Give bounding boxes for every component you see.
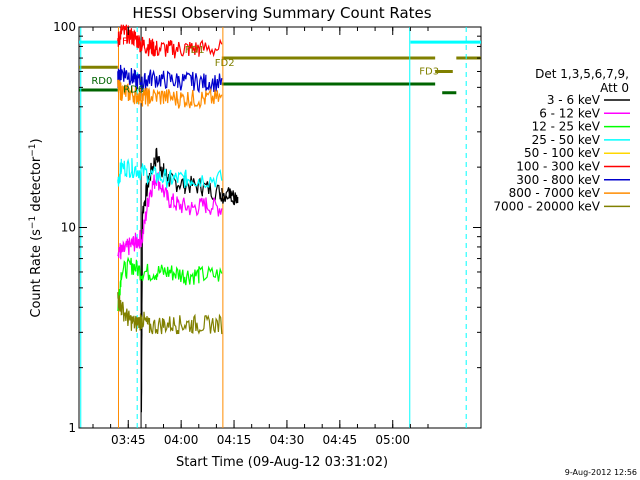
legend-label-2: 12 - 25 keV — [532, 120, 601, 134]
x-tick-label: 04:15 — [217, 433, 252, 447]
legend-label-5: 100 - 300 keV — [516, 160, 600, 174]
y-tick-label: 1 — [68, 421, 76, 435]
legend-label-1: 6 - 12 keV — [539, 106, 601, 120]
legend-label-0: 3 - 6 keV — [547, 93, 601, 107]
legend-label-7: 800 - 7000 keV — [509, 186, 601, 200]
annotation-fd1: FD1 — [185, 45, 205, 56]
x-tick-label: 04:45 — [323, 433, 358, 447]
footer-date: 9-Aug-2012 12:56 — [565, 468, 637, 477]
x-axis-label: Start Time (09-Aug-12 03:31:02) — [176, 455, 388, 470]
x-tick-label: 05:00 — [375, 433, 410, 447]
x-tick-label: 04:00 — [164, 433, 199, 447]
annotation-fd3: FD3 — [419, 66, 439, 77]
legend-label-6: 300 - 800 keV — [516, 173, 600, 187]
annotation-f: F — [122, 36, 128, 47]
series-line-6 — [117, 64, 223, 94]
series-line-7 — [117, 79, 223, 110]
series-line-1 — [117, 171, 223, 260]
legend-label-3: 25 - 50 keV — [532, 133, 601, 147]
annotation-rd6: RD6 — [123, 85, 144, 96]
series-line-3 — [117, 158, 223, 189]
y-tick-label: 10 — [61, 221, 76, 235]
series-line-2 — [117, 256, 223, 312]
legend-header-line2: Att 0 — [600, 81, 629, 95]
series-line-5 — [117, 24, 223, 59]
x-tick-label: 04:30 — [270, 433, 305, 447]
annotation-rd0: RD0 — [91, 76, 112, 87]
series-line-8 — [117, 292, 223, 335]
y-axis-label: Count Rate (s−1 detector−1) — [28, 138, 44, 317]
x-tick-label: 03:45 — [111, 433, 146, 447]
legend-label-8: 7000 - 20000 keV — [493, 199, 600, 213]
chart-title: HESSI Observing Summary Count Rates — [132, 4, 431, 22]
legend-header-line1: Det 1,3,5,6,7,9, — [535, 67, 629, 81]
legend-label-4: 50 - 100 keV — [524, 146, 601, 160]
y-tick-label: 100 — [53, 20, 76, 34]
annotation-fd2: FD2 — [215, 58, 235, 69]
